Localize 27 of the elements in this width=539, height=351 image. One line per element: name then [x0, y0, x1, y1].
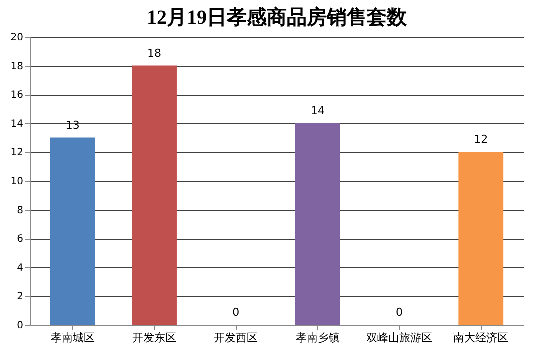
- x-tick-label: 双峰山旅游区: [366, 332, 432, 344]
- x-tick-label: 孝南乡镇: [296, 332, 340, 344]
- y-tick-label: 8: [17, 205, 24, 216]
- chart-title: 12月19日孝感商品房销售套数: [147, 6, 408, 29]
- data-label: 18: [148, 46, 162, 60]
- x-tick-label: 开发东区: [132, 332, 177, 344]
- y-tick-label: 6: [17, 234, 24, 246]
- data-label: 0: [232, 306, 240, 319]
- bar: [50, 138, 96, 325]
- bar: [132, 66, 177, 325]
- y-tick-label: 0: [17, 320, 24, 332]
- bar: [295, 123, 340, 325]
- y-tick-label: 12: [10, 148, 24, 159]
- y-tick-label: 14: [10, 118, 24, 130]
- y-tick-label: 2: [17, 292, 24, 303]
- x-tick-label: 开发西区: [214, 332, 258, 344]
- x-tick-label: 孝南城区: [50, 332, 95, 344]
- y-tick-label: 18: [10, 61, 24, 72]
- x-tick-label: 南大经济区: [454, 332, 509, 344]
- data-label: 12: [474, 133, 488, 146]
- bar: [458, 152, 504, 325]
- y-tick-label: 16: [10, 90, 24, 102]
- y-tick-label: 10: [10, 176, 24, 188]
- y-tick-label: 20: [10, 32, 24, 44]
- data-label: 0: [396, 306, 403, 319]
- data-label: 14: [310, 104, 325, 118]
- y-tick-label: 4: [17, 262, 24, 274]
